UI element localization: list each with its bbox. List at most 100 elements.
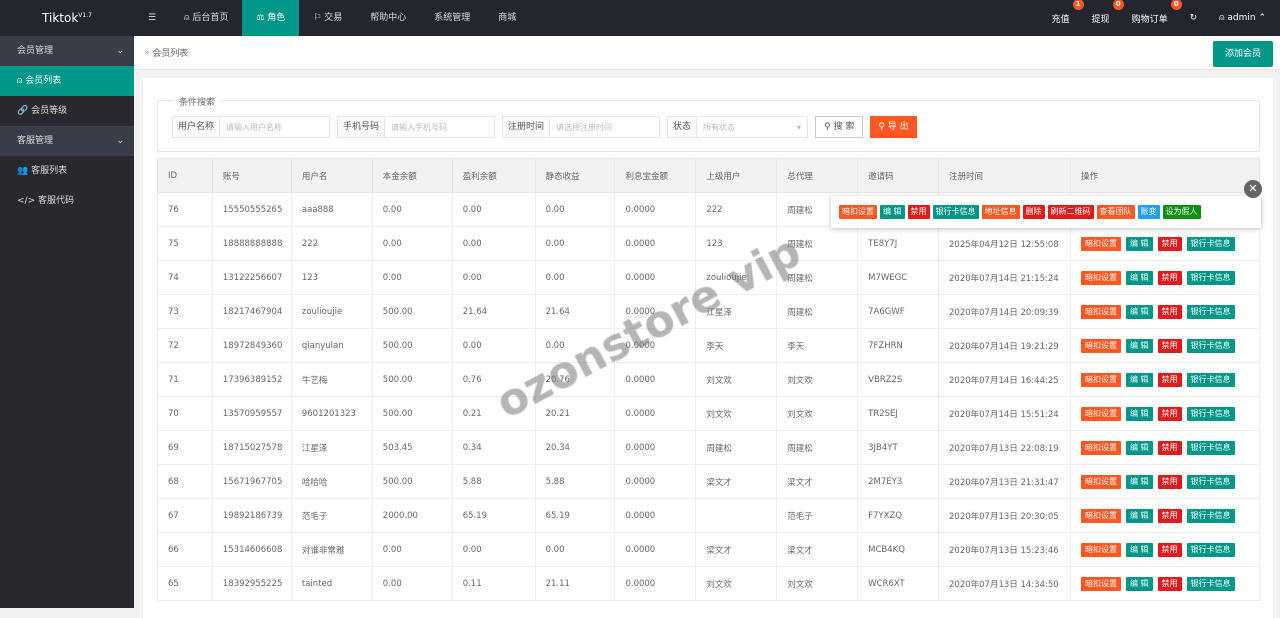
close-icon[interactable]: ✕	[1244, 180, 1262, 198]
recharge-badge: 1	[1072, 0, 1084, 10]
popup-action-button[interactable]: 设为假人	[1162, 205, 1201, 219]
row-action-button[interactable]: 暗扣设置	[1080, 406, 1121, 421]
row-action-button[interactable]: 银行卡信息	[1186, 440, 1235, 455]
row-action-button[interactable]: 禁用	[1157, 338, 1182, 353]
row-action-button[interactable]: 编 辑	[1125, 474, 1153, 489]
column-header: 账号	[211, 158, 292, 193]
row-action-button[interactable]: 编 辑	[1125, 406, 1153, 421]
nav-item-0[interactable]: ☰	[148, 13, 157, 23]
nav-item-2[interactable]: ⚖ 角色	[242, 0, 300, 36]
table-cell: 0.0000	[614, 192, 697, 227]
register-time-input[interactable]: 请选择注册时间	[556, 122, 613, 132]
popup-action-button[interactable]: 账变	[1137, 205, 1160, 219]
row-action-button[interactable]: 禁用	[1157, 236, 1182, 251]
row-action-button[interactable]: 暗扣设置	[1080, 338, 1121, 353]
sidebar-group-service[interactable]: 客服管理 ⌄	[0, 126, 134, 156]
row-action-button[interactable]: 银行卡信息	[1186, 270, 1235, 285]
row-action-button[interactable]: 禁用	[1157, 304, 1182, 319]
popup-action-button[interactable]: 暗扣设置	[839, 205, 877, 219]
row-action-button[interactable]: 禁用	[1157, 474, 1182, 489]
row-action-button[interactable]: 暗扣设置	[1080, 372, 1121, 387]
popup-action-button[interactable]: 银行卡信息	[932, 205, 979, 219]
table-cell: 范毛子	[290, 498, 373, 533]
row-action-button[interactable]: 银行卡信息	[1186, 508, 1235, 523]
nav-item-3[interactable]: ⚐ 交易	[313, 13, 343, 23]
nav-item-5[interactable]: 系统管理	[434, 13, 471, 23]
row-action-button[interactable]: 暗扣设置	[1080, 474, 1121, 489]
username-input[interactable]: 请输入用户名称	[226, 122, 283, 132]
row-action-button[interactable]: 暗扣设置	[1080, 304, 1121, 319]
row-action-button[interactable]: 禁用	[1157, 406, 1182, 421]
nav-item-1[interactable]: ⍝ 后台首页	[184, 13, 229, 23]
popup-action-button[interactable]: 查看团队	[1096, 205, 1135, 219]
row-action-button[interactable]: 禁用	[1157, 270, 1182, 285]
status-select[interactable]: 所有状态	[703, 122, 736, 132]
row-action-button[interactable]: 编 辑	[1125, 372, 1153, 387]
row-action-button[interactable]: 暗扣设置	[1080, 236, 1121, 251]
table-cell: 18392955225	[211, 566, 292, 601]
row-action-button[interactable]: 禁用	[1157, 576, 1182, 591]
row-action-button[interactable]: 银行卡信息	[1186, 304, 1235, 319]
row-action-button[interactable]: 银行卡信息	[1186, 542, 1235, 557]
nav-item-6[interactable]: 商城	[498, 13, 517, 23]
table-cell: 76	[157, 192, 213, 227]
table-cell: 0.00	[371, 192, 453, 227]
row-action-button[interactable]: 暗扣设置	[1080, 440, 1121, 455]
row-action-button[interactable]: 编 辑	[1125, 270, 1153, 285]
popup-action-button[interactable]: 删除	[1022, 205, 1045, 219]
user-menu[interactable]: ⍝ admin ⌃	[1219, 13, 1266, 23]
row-action-button[interactable]: 暗扣设置	[1080, 576, 1121, 591]
sidebar-item-service-list[interactable]: 👥 客服列表	[0, 156, 134, 186]
add-member-button[interactable]: 添加会员	[1212, 41, 1273, 67]
actions-cell: 暗扣设置编 辑禁用 银行卡信息	[1069, 498, 1261, 533]
table-row: 70 13570959557 9601201323 500.00 0.21 20.21 0.…	[157, 396, 1261, 431]
sidebar-item-member-list[interactable]: ⍝ 会员列表	[0, 66, 134, 96]
row-action-button[interactable]: 银行卡信息	[1186, 576, 1235, 591]
phone-input[interactable]: 请输入手机号码	[391, 122, 448, 132]
orders-link[interactable]: 购物订单 0	[1121, 0, 1182, 25]
export-button[interactable]: ⚲ 导 出	[870, 116, 917, 138]
popup-action-button[interactable]: 编 辑	[880, 205, 905, 219]
popup-action-button[interactable]: 刷新二维码	[1047, 205, 1094, 219]
row-action-button[interactable]: 编 辑	[1125, 304, 1153, 319]
row-action-button[interactable]: 银行卡信息	[1186, 338, 1235, 353]
row-action-button[interactable]: 编 辑	[1125, 508, 1153, 523]
sidebar-item-service-code[interactable]: </> 客服代码	[0, 186, 134, 216]
table-row: 69 18715027578 江星泽 503.45 0.34 20.34 0.0000 周建松…	[157, 430, 1261, 465]
row-action-button[interactable]: 禁用	[1157, 542, 1182, 557]
table-cell: 72	[157, 328, 213, 363]
table-cell: 5.88	[534, 464, 616, 499]
sidebar-item-member-level[interactable]: 🔗 会员等级	[0, 96, 134, 126]
row-action-button[interactable]: 编 辑	[1125, 236, 1153, 251]
table-cell: 15550555265	[211, 192, 292, 227]
row-action-button[interactable]: 禁用	[1157, 508, 1182, 523]
row-action-button[interactable]: 编 辑	[1125, 338, 1153, 353]
row-action-button[interactable]: 银行卡信息	[1186, 474, 1235, 489]
actions-cell: 暗扣设置编 辑禁用 银行卡信息	[1069, 294, 1261, 329]
popup-action-button[interactable]: 禁用	[907, 205, 930, 219]
withdraw-link[interactable]: 提现 0	[1081, 0, 1124, 25]
actions-cell: 暗扣设置编 辑禁用 银行卡信息	[1069, 362, 1261, 397]
row-action-button[interactable]: 银行卡信息	[1186, 406, 1235, 421]
row-action-button[interactable]: 禁用	[1157, 372, 1182, 387]
table-cell: 18217467904	[211, 294, 292, 329]
table-cell: 123	[290, 260, 373, 295]
sidebar-group-member[interactable]: 会员管理 ⌄	[0, 36, 134, 66]
row-action-button[interactable]: 编 辑	[1125, 440, 1153, 455]
row-action-button[interactable]: 暗扣设置	[1080, 508, 1121, 523]
nav-item-4[interactable]: 帮助中心	[370, 13, 407, 23]
row-action-button[interactable]: 禁用	[1157, 440, 1182, 455]
refresh-icon[interactable]: ↻	[1189, 13, 1198, 23]
table-cell: 66	[157, 532, 213, 567]
row-action-button[interactable]: 暗扣设置	[1080, 270, 1121, 285]
row-action-button[interactable]: 暗扣设置	[1080, 542, 1121, 557]
row-action-button[interactable]: 银行卡信息	[1186, 236, 1235, 251]
row-action-button[interactable]: 编 辑	[1125, 542, 1153, 557]
recharge-link[interactable]: 充值 1	[1041, 0, 1084, 25]
popup-action-button[interactable]: 地址信息	[981, 205, 1020, 219]
table-cell: 李天	[776, 328, 859, 363]
table-cell: 500.00	[371, 328, 453, 363]
row-action-button[interactable]: 银行卡信息	[1186, 372, 1235, 387]
row-action-button[interactable]: 编 辑	[1125, 576, 1153, 591]
search-button[interactable]: ⚲ 搜 索	[815, 116, 864, 138]
